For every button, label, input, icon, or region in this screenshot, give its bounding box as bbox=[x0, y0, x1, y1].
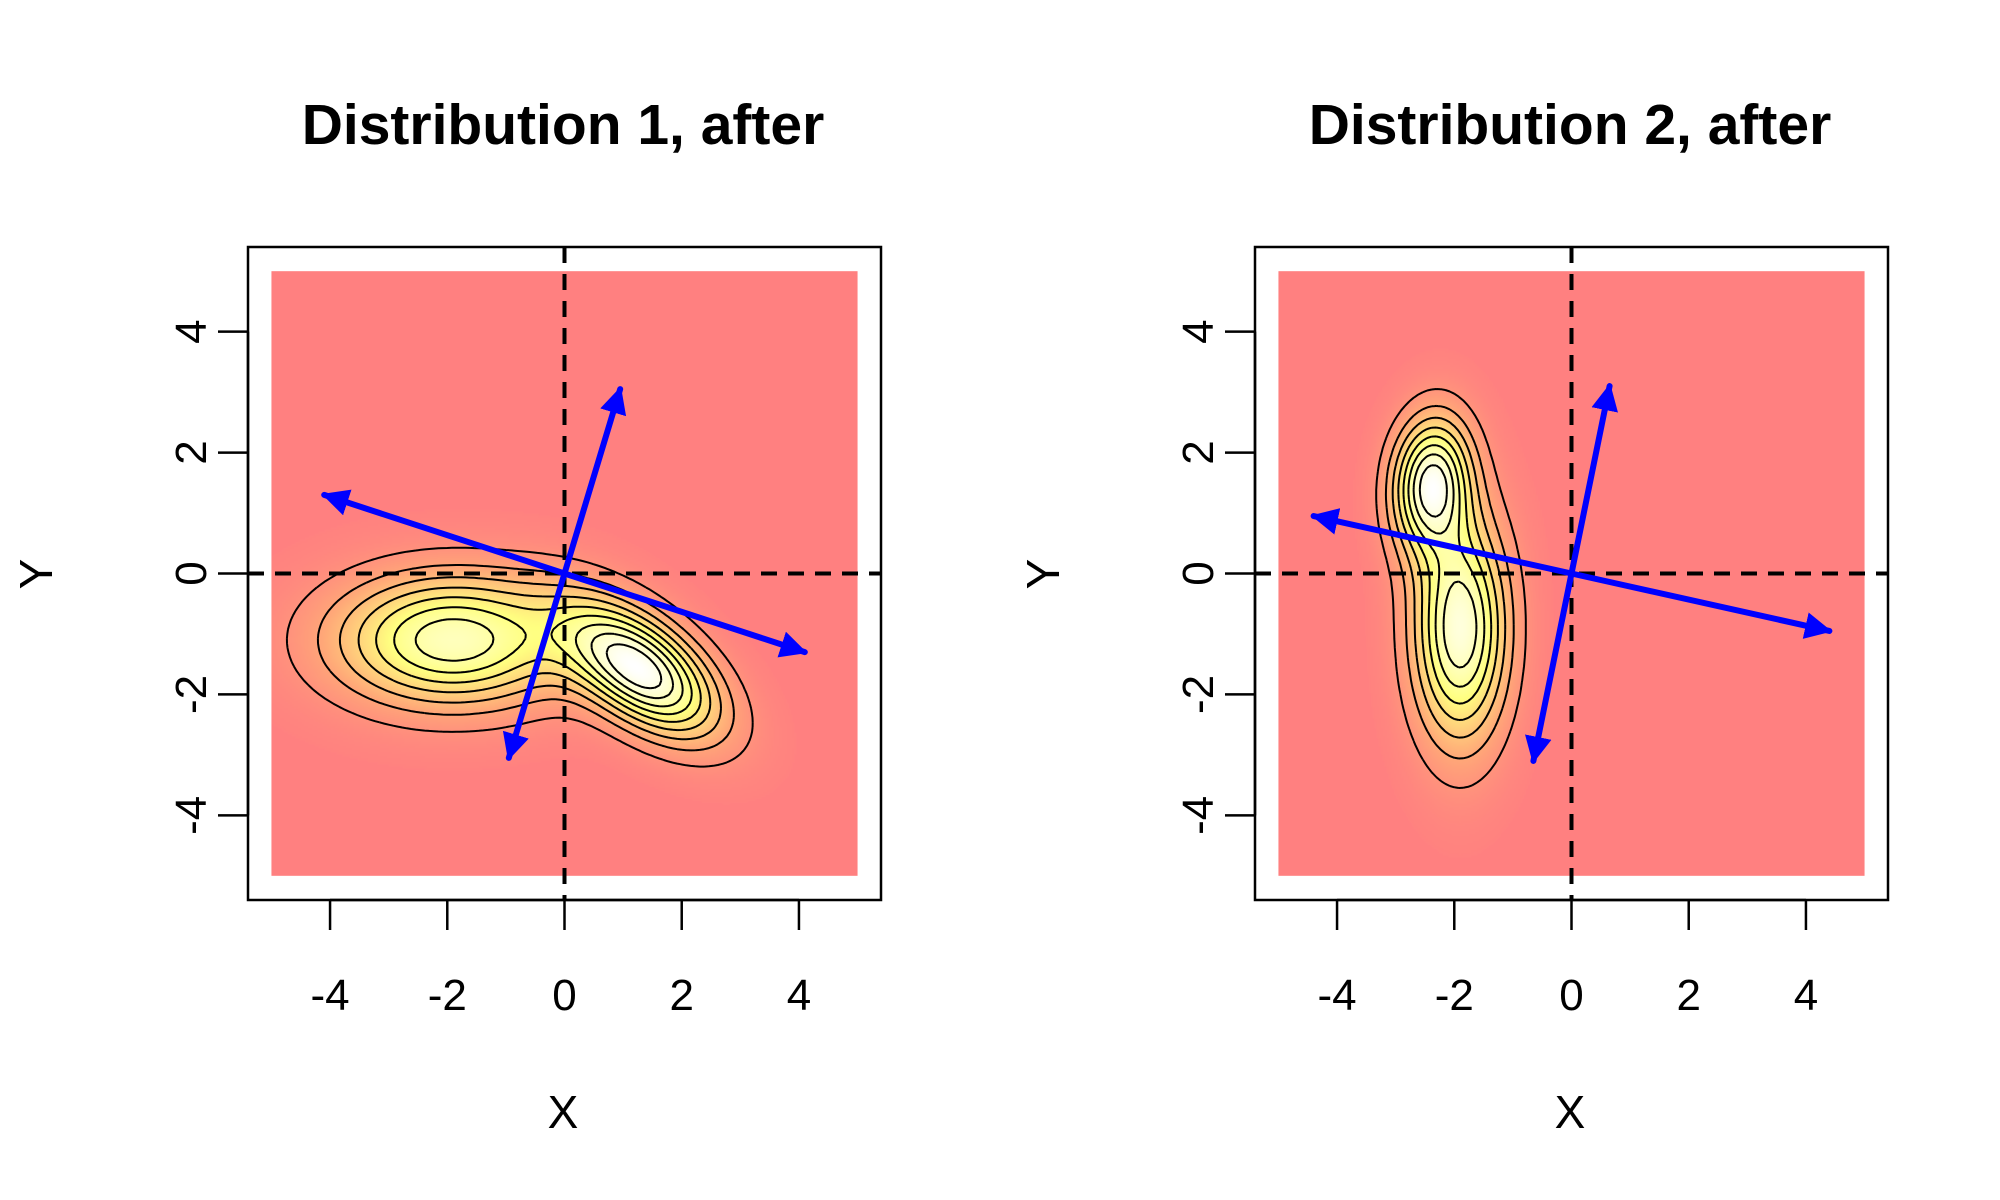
plot-area bbox=[218, 245, 883, 930]
vector-arrow bbox=[321, 489, 568, 577]
contour-line bbox=[1402, 435, 1493, 705]
y-tick-label: 0 bbox=[167, 561, 216, 585]
contour-line bbox=[1412, 453, 1478, 669]
chart-panel-2: Distribution 2, after X Y -4 -2 0 2 4 -4… bbox=[1017, 93, 1890, 1138]
x-tick-label: 0 bbox=[552, 971, 576, 1020]
y-tick-label: -4 bbox=[1174, 796, 1223, 835]
x-tick-label: 2 bbox=[1676, 971, 1700, 1020]
vector-arrow bbox=[1568, 570, 1833, 639]
y-tick-label: 4 bbox=[167, 319, 216, 343]
y-tick-label: 2 bbox=[167, 440, 216, 464]
x-axis-label: X bbox=[1555, 1086, 1586, 1138]
x-tick-label: 4 bbox=[1794, 971, 1818, 1020]
contour-line bbox=[605, 643, 663, 690]
x-tick-labels: -4 -2 0 2 4 bbox=[1317, 971, 1818, 1020]
vector-arrow bbox=[502, 570, 568, 761]
vector-arrow bbox=[1568, 383, 1618, 577]
contour-line bbox=[375, 596, 702, 723]
y-tick-label: 2 bbox=[1174, 440, 1223, 464]
contour-line bbox=[1384, 404, 1515, 760]
contour-line bbox=[1407, 444, 1486, 688]
x-tick-labels: -4 -2 0 2 4 bbox=[310, 971, 811, 1020]
y-tick-label: 0 bbox=[1174, 561, 1223, 585]
plot-area bbox=[1225, 245, 1890, 930]
contour-line bbox=[1375, 388, 1527, 789]
y-tick-label: 4 bbox=[1174, 319, 1223, 343]
x-tick-label: 0 bbox=[1559, 971, 1583, 1020]
contour-line bbox=[338, 576, 722, 741]
y-tick-labels: -4 -2 0 2 4 bbox=[1174, 319, 1223, 835]
chart-title: Distribution 2, after bbox=[1309, 93, 1832, 157]
x-tick-label: -2 bbox=[1435, 971, 1474, 1020]
y-axis-label: Y bbox=[1017, 559, 1069, 590]
contour-line bbox=[1391, 416, 1507, 739]
contour-line bbox=[393, 606, 693, 716]
y-tick-label: -2 bbox=[1174, 675, 1223, 714]
vector-arrow bbox=[1310, 508, 1575, 577]
x-tick-label: 2 bbox=[669, 971, 693, 1020]
vector-arrow bbox=[561, 386, 627, 577]
x-tick-label: -2 bbox=[428, 971, 467, 1020]
contour-line bbox=[1418, 464, 1448, 518]
x-tick-label: -4 bbox=[310, 971, 349, 1020]
y-tick-label: -2 bbox=[167, 675, 216, 714]
vector-arrow bbox=[1525, 570, 1575, 764]
chart-panel-1: Distribution 1, after X Y -4 -2 0 2 4 -4… bbox=[10, 93, 883, 1138]
y-axis-label: Y bbox=[10, 559, 62, 590]
y-tick-labels: -4 -2 0 2 4 bbox=[167, 319, 216, 835]
vector-arrow bbox=[561, 570, 808, 658]
contour-line bbox=[285, 546, 754, 768]
contour-line bbox=[590, 632, 675, 700]
x-tick-label: 4 bbox=[787, 971, 811, 1020]
chart-title: Distribution 1, after bbox=[302, 93, 825, 157]
contour-line bbox=[414, 618, 684, 708]
y-tick-label: -4 bbox=[167, 796, 216, 835]
x-axis-label: X bbox=[548, 1086, 579, 1138]
x-tick-label: -4 bbox=[1317, 971, 1356, 1020]
